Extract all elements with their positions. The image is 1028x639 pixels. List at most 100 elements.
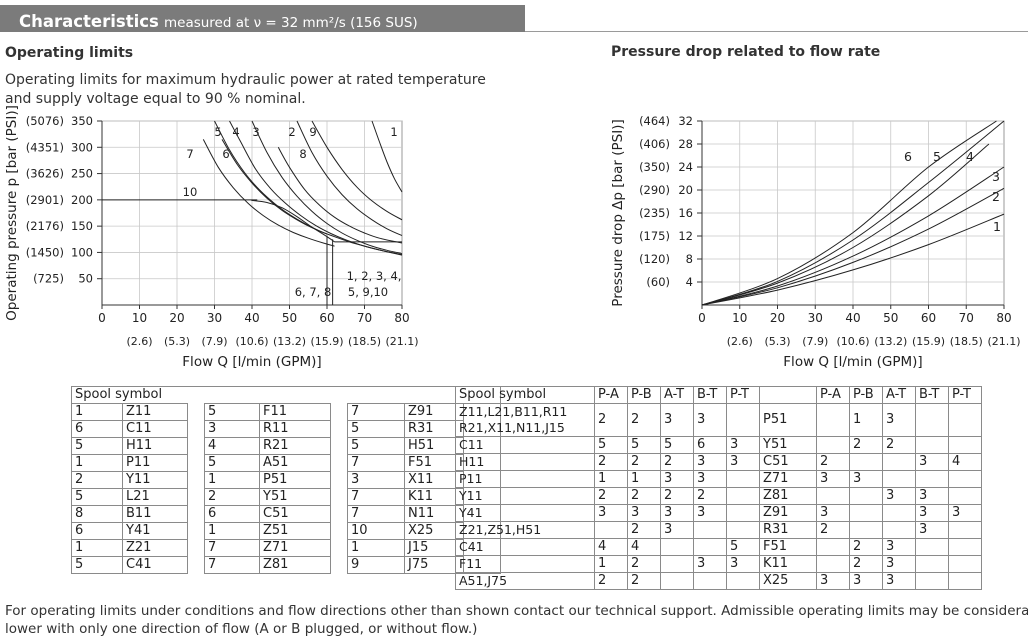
spool-curve-number: 7 xyxy=(347,454,405,472)
pressure-value-cell: 3 xyxy=(882,555,916,573)
pressure-value-cell xyxy=(948,487,982,505)
x-tick-label: 50 xyxy=(282,311,297,325)
y-tick-label: 12 xyxy=(678,229,693,243)
pressure-value-cell: 1 xyxy=(627,470,661,488)
series-label-3: 3 xyxy=(992,169,1000,184)
x-tick-label-gpm: (10.6) xyxy=(235,335,268,348)
pressure-value-cell xyxy=(726,504,760,522)
pressure-value-cell: 3 xyxy=(849,572,883,590)
pressure-value-cell: 3 xyxy=(882,572,916,590)
spool-curve-number: 5 xyxy=(347,437,405,455)
spool-curve-number: 4 xyxy=(204,437,260,455)
spool-table-gap xyxy=(331,489,348,506)
pressure-table-row: H11 2 2 2 3 3 C51 2 3 4 xyxy=(455,453,982,471)
spool-curve-number: 6 xyxy=(71,420,123,438)
spool-code: C11 xyxy=(122,420,188,438)
spool-table-row: 6 C11 3 R11 5 R31 xyxy=(71,420,501,438)
series-label-4: 4 xyxy=(966,149,974,164)
pressure-spool-cell: Y51 xyxy=(759,436,817,454)
pressure-spool-cell: K11 xyxy=(759,555,817,573)
x-tick-label: 80 xyxy=(394,311,409,325)
y-tick-label: 50 xyxy=(78,272,93,286)
pressure-value-cell: 3 xyxy=(915,521,949,539)
spool-table-gap xyxy=(188,557,205,574)
pressure-value-cell: 3 xyxy=(816,470,850,488)
annotation-5910: 5, 9,10 xyxy=(348,285,388,299)
y-tick-label: 8 xyxy=(686,252,693,266)
pressure-value-cell xyxy=(816,436,850,454)
y-tick-label: 24 xyxy=(678,160,693,174)
spool-table-row: 8 B11 6 C51 7 N11 xyxy=(71,505,501,523)
x-tick-label-gpm: (2.6) xyxy=(126,335,152,348)
x-tick-label-gpm: (21.1) xyxy=(987,335,1020,348)
spool-code: H51 xyxy=(404,437,464,455)
pressure-value-cell: 2 xyxy=(627,403,661,437)
pressure-spool-cell: H11 xyxy=(455,453,595,471)
pressure-table-header-cell: Spool symbol xyxy=(455,386,595,404)
spool-curve-number: 5 xyxy=(347,420,405,438)
spool-code: N11 xyxy=(404,505,464,523)
section-subtitle: measured at ν = 32 mm²/s (156 SUS) xyxy=(163,15,418,31)
pressure-value-cell xyxy=(726,403,760,437)
pressure-value-cell: 3 xyxy=(660,470,694,488)
spool-table-gap xyxy=(331,438,348,455)
footer-note-1: For operating limits under conditions an… xyxy=(5,603,1028,619)
x-tick-label-gpm: (15.9) xyxy=(310,335,343,348)
spool-code: Y41 xyxy=(122,522,188,540)
spool-table-gap xyxy=(188,404,205,421)
pressure-value-cell xyxy=(915,538,949,556)
x-tick-label: 0 xyxy=(698,311,706,325)
spool-code: Z21 xyxy=(122,539,188,557)
pressure-value-cell: 3 xyxy=(693,504,727,522)
series-label-6: 6 xyxy=(222,147,229,161)
pressure-value-cell xyxy=(915,572,949,590)
series-line-6 xyxy=(701,120,997,306)
spool-curve-number: 3 xyxy=(204,420,260,438)
pressure-spool-cell: P51 xyxy=(759,403,817,437)
x-tick-label: 40 xyxy=(244,311,259,325)
x-tick-label-gpm: (13.2) xyxy=(874,335,907,348)
pressure-value-cell: 3 xyxy=(726,436,760,454)
pressure-spool-cell: Z91 xyxy=(759,504,817,522)
pressure-table-row: C41 4 4 5 F51 2 3 xyxy=(455,538,982,556)
pressure-value-cell: 3 xyxy=(693,555,727,573)
pressure-value-cell: 2 xyxy=(627,572,661,590)
pressure-value-cell xyxy=(915,470,949,488)
y-tick-label-psi: (2176) xyxy=(26,219,64,233)
pressure-value-cell: 3 xyxy=(726,453,760,471)
x-tick-label: 30 xyxy=(808,311,823,325)
pressure-value-cell: 3 xyxy=(915,453,949,471)
spool-code: J15 xyxy=(404,539,464,557)
y-tick-label-psi: (4351) xyxy=(26,140,64,154)
pressure-col-header: A-T xyxy=(660,386,694,404)
pressure-table-row: F11 1 2 3 3 K11 2 3 xyxy=(455,555,982,573)
pressure-value-cell: 2 xyxy=(849,436,883,454)
pressure-value-cell xyxy=(693,572,727,590)
x-tick-label: 80 xyxy=(996,311,1011,325)
spool-curve-number: 7 xyxy=(347,403,405,421)
x-axis-label: Flow Q [l/min (GPM)] xyxy=(783,354,922,370)
pressure-value-cell xyxy=(594,521,628,539)
x-tick-label: 60 xyxy=(319,311,334,325)
spool-curve-number: 1 xyxy=(71,454,123,472)
spool-table-header-filler xyxy=(187,386,501,404)
spool-code: R11 xyxy=(259,420,331,438)
x-tick-label: 20 xyxy=(770,311,785,325)
pressure-table-row: Z11,L21,B11,R11 R21,X11,N11,J15 2 2 3 3 P51 1 3 xyxy=(455,403,982,437)
spool-table-gap xyxy=(188,506,205,523)
pressure-value-cell xyxy=(816,555,850,573)
spool-curve-number: 1 xyxy=(204,522,260,540)
operating-limits-heading: Operating limits xyxy=(5,45,134,61)
y-tick-label-psi: (120) xyxy=(639,252,670,266)
pressure-value-cell xyxy=(915,555,949,573)
operating-limits-desc-1: Operating limits for maximum hydraulic p… xyxy=(5,72,486,88)
spool-table-row: 2 Y11 1 P51 3 X11 xyxy=(71,471,501,489)
pressure-value-cell: 3 xyxy=(849,470,883,488)
pressure-value-cell xyxy=(948,470,982,488)
pressure-table-row: Z21,Z51,H51 2 3 R31 2 3 xyxy=(455,521,982,539)
pressure-value-cell: 2 xyxy=(816,521,850,539)
x-tick-label: 70 xyxy=(357,311,372,325)
spool-table-gap xyxy=(188,455,205,472)
pressure-value-cell: 2 xyxy=(849,555,883,573)
